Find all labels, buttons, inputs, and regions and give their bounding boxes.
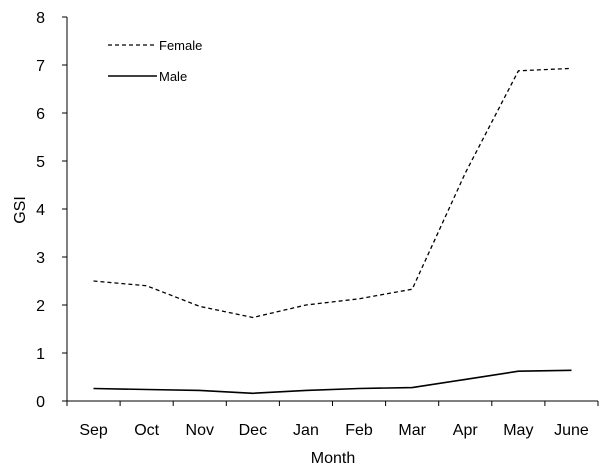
legend-female-label: Female (159, 38, 202, 53)
legend: Female Male (108, 38, 202, 84)
x-tick-label: May (503, 422, 533, 439)
y-tick-label: 3 (36, 250, 45, 267)
x-tick-label: Sep (79, 422, 108, 439)
x-axis-title: Month (311, 450, 355, 467)
y-axis-title: GSI (12, 196, 29, 224)
series-line-female (93, 67, 572, 319)
y-tick-label: 1 (36, 346, 45, 363)
y-tick-label: 2 (36, 298, 45, 315)
x-tick-label: Mar (398, 422, 426, 439)
y-tick-label: 4 (36, 202, 45, 219)
y-ticks: 0 1 2 3 4 5 6 7 8 (36, 10, 67, 411)
y-tick-label: 5 (36, 154, 45, 171)
series-layer (93, 67, 572, 395)
y-tick-label: 0 (36, 394, 45, 411)
x-ticks: Sep Oct Nov Dec Jan Feb Mar Apr May June (66, 401, 599, 439)
y-tick-label: 7 (36, 58, 45, 75)
x-tick-label: June (554, 422, 589, 439)
x-tick-label: Nov (186, 422, 214, 439)
x-tick-label: Feb (345, 422, 373, 439)
series-line-male (93, 369, 572, 395)
y-tick-label: 8 (36, 10, 45, 27)
x-tick-label: Oct (134, 422, 159, 439)
y-tick-label: 6 (36, 106, 45, 123)
x-tick-label: Jan (293, 422, 319, 439)
x-tick-label: Dec (239, 422, 267, 439)
legend-male-label: Male (159, 69, 187, 84)
x-tick-label: Apr (453, 422, 479, 439)
